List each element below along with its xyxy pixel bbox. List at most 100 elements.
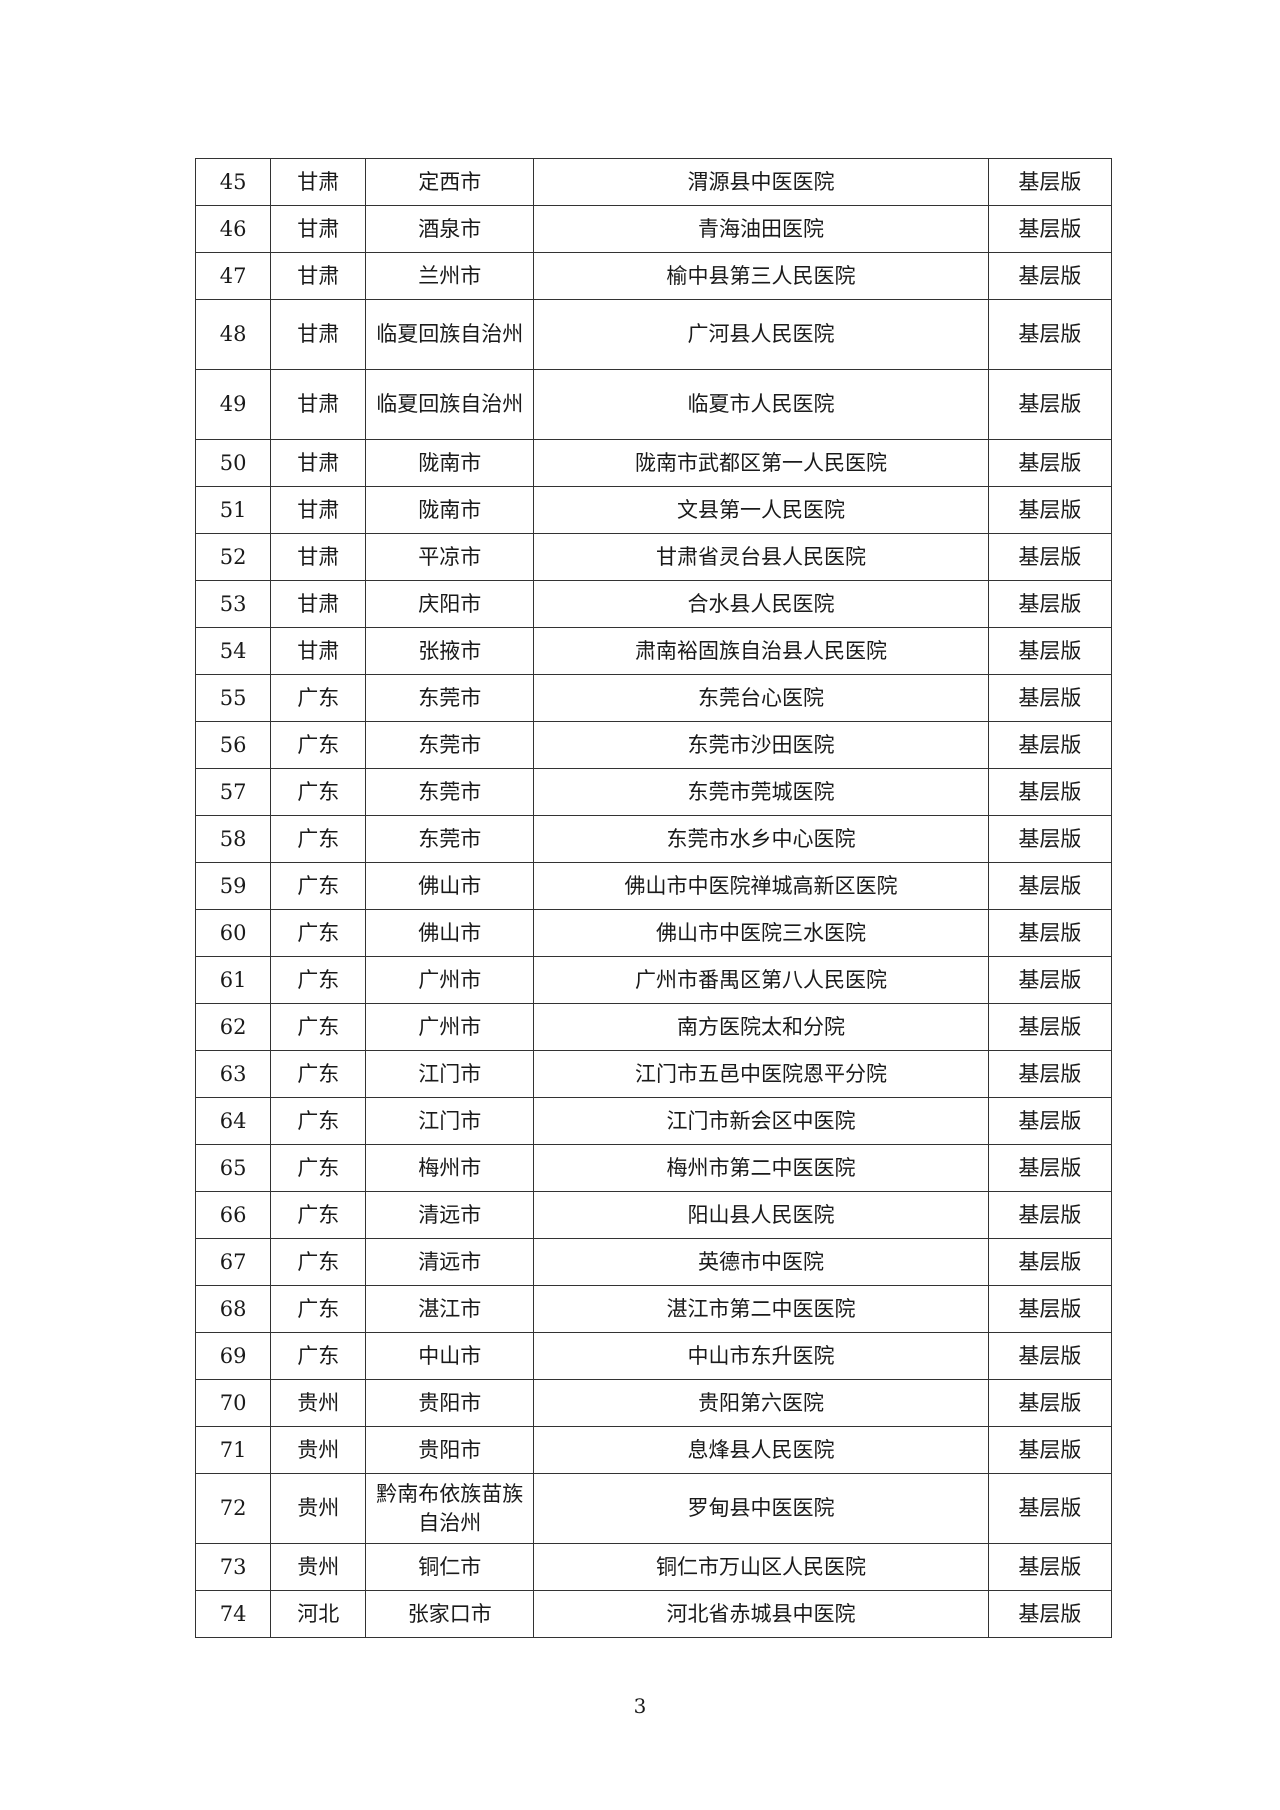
province-cell: 贵州 — [270, 1473, 367, 1544]
row-number-cell: 63 — [194, 1050, 272, 1098]
hospital-name-cell: 罗甸县中医医院 — [533, 1473, 989, 1544]
city-cell: 东莞市 — [365, 815, 535, 863]
hospital-name-cell: 合水县人民医院 — [533, 580, 989, 628]
version-cell: 基层版 — [987, 1097, 1113, 1145]
city-cell: 东莞市 — [365, 768, 535, 816]
row-number-cell: 66 — [194, 1191, 272, 1239]
version-cell: 基层版 — [987, 1543, 1113, 1591]
version-cell: 基层版 — [987, 627, 1113, 675]
province-cell: 贵州 — [270, 1543, 367, 1591]
hospital-name-cell: 榆中县第三人民医院 — [533, 252, 989, 300]
table-row: 51 甘肃 陇南市 文县第一人民医院 基层版 — [194, 486, 1113, 534]
city-cell: 张家口市 — [365, 1590, 535, 1638]
province-cell: 广东 — [270, 815, 367, 863]
row-number-cell: 62 — [194, 1003, 272, 1051]
hospital-name-cell: 陇南市武都区第一人民医院 — [533, 439, 989, 487]
table-row: 61 广东 广州市 广州市番禺区第八人民医院 基层版 — [194, 956, 1113, 1004]
version-cell: 基层版 — [987, 533, 1113, 581]
row-number-cell: 48 — [194, 299, 272, 370]
version-cell: 基层版 — [987, 299, 1113, 370]
province-cell: 广东 — [270, 1050, 367, 1098]
province-cell: 甘肃 — [270, 533, 367, 581]
table-row: 65 广东 梅州市 梅州市第二中医医院 基层版 — [194, 1144, 1113, 1192]
province-cell: 甘肃 — [270, 439, 367, 487]
province-cell: 广东 — [270, 956, 367, 1004]
hospital-name-cell: 贵阳第六医院 — [533, 1379, 989, 1427]
row-number-cell: 58 — [194, 815, 272, 863]
version-cell: 基层版 — [987, 252, 1113, 300]
city-cell: 铜仁市 — [365, 1543, 535, 1591]
version-cell: 基层版 — [987, 205, 1113, 253]
city-cell: 黔南布依族苗族自治州 — [365, 1473, 535, 1544]
row-number-cell: 57 — [194, 768, 272, 816]
table-row: 67 广东 清远市 英德市中医院 基层版 — [194, 1238, 1113, 1286]
table-row: 55 广东 东莞市 东莞台心医院 基层版 — [194, 674, 1113, 722]
table-row: 58 广东 东莞市 东莞市水乡中心医院 基层版 — [194, 815, 1113, 863]
hospital-table: 45 甘肃 定西市 渭源县中医医院 基层版 46 甘肃 酒泉市 青海油田医院 基层版 47 甘肃 兰州市… — [194, 158, 1113, 1638]
province-cell: 广东 — [270, 1238, 367, 1286]
version-cell: 基层版 — [987, 1590, 1113, 1638]
province-cell: 甘肃 — [270, 158, 367, 206]
version-cell: 基层版 — [987, 486, 1113, 534]
version-cell: 基层版 — [987, 1050, 1113, 1098]
table-row: 73 贵州 铜仁市 铜仁市万山区人民医院 基层版 — [194, 1543, 1113, 1591]
version-cell: 基层版 — [987, 439, 1113, 487]
province-cell: 甘肃 — [270, 580, 367, 628]
hospital-name-cell: 佛山市中医院三水医院 — [533, 909, 989, 957]
table-row: 68 广东 湛江市 湛江市第二中医医院 基层版 — [194, 1285, 1113, 1333]
city-cell: 贵阳市 — [365, 1426, 535, 1474]
city-cell: 临夏回族自治州 — [365, 299, 535, 370]
version-cell: 基层版 — [987, 862, 1113, 910]
row-number-cell: 49 — [194, 369, 272, 440]
city-cell: 陇南市 — [365, 439, 535, 487]
province-cell: 甘肃 — [270, 205, 367, 253]
city-cell: 酒泉市 — [365, 205, 535, 253]
version-cell: 基层版 — [987, 1379, 1113, 1427]
table-row: 70 贵州 贵阳市 贵阳第六医院 基层版 — [194, 1379, 1113, 1427]
row-number-cell: 50 — [194, 439, 272, 487]
city-cell: 清远市 — [365, 1191, 535, 1239]
city-cell: 临夏回族自治州 — [365, 369, 535, 440]
province-cell: 贵州 — [270, 1426, 367, 1474]
hospital-name-cell: 江门市五邑中医院恩平分院 — [533, 1050, 989, 1098]
hospital-name-cell: 东莞台心医院 — [533, 674, 989, 722]
version-cell: 基层版 — [987, 909, 1113, 957]
row-number-cell: 55 — [194, 674, 272, 722]
table-row: 74 河北 张家口市 河北省赤城县中医院 基层版 — [194, 1590, 1113, 1638]
city-cell: 陇南市 — [365, 486, 535, 534]
hospital-name-cell: 东莞市沙田医院 — [533, 721, 989, 769]
row-number-cell: 74 — [194, 1590, 272, 1638]
row-number-cell: 69 — [194, 1332, 272, 1380]
city-cell: 江门市 — [365, 1097, 535, 1145]
city-cell: 东莞市 — [365, 721, 535, 769]
city-cell: 中山市 — [365, 1332, 535, 1380]
hospital-name-cell: 肃南裕固族自治县人民医院 — [533, 627, 989, 675]
row-number-cell: 72 — [194, 1473, 272, 1544]
table-row: 50 甘肃 陇南市 陇南市武都区第一人民医院 基层版 — [194, 439, 1113, 487]
table-row: 54 甘肃 张掖市 肃南裕固族自治县人民医院 基层版 — [194, 627, 1113, 675]
table-row: 64 广东 江门市 江门市新会区中医院 基层版 — [194, 1097, 1113, 1145]
hospital-name-cell: 东莞市水乡中心医院 — [533, 815, 989, 863]
province-cell: 甘肃 — [270, 252, 367, 300]
row-number-cell: 54 — [194, 627, 272, 675]
version-cell: 基层版 — [987, 369, 1113, 440]
version-cell: 基层版 — [987, 674, 1113, 722]
version-cell: 基层版 — [987, 1191, 1113, 1239]
row-number-cell: 45 — [194, 158, 272, 206]
version-cell: 基层版 — [987, 1332, 1113, 1380]
province-cell: 甘肃 — [270, 627, 367, 675]
table-row: 69 广东 中山市 中山市东升医院 基层版 — [194, 1332, 1113, 1380]
table-row: 53 甘肃 庆阳市 合水县人民医院 基层版 — [194, 580, 1113, 628]
version-cell: 基层版 — [987, 1238, 1113, 1286]
city-cell: 兰州市 — [365, 252, 535, 300]
table-row: 45 甘肃 定西市 渭源县中医医院 基层版 — [194, 158, 1113, 206]
row-number-cell: 71 — [194, 1426, 272, 1474]
province-cell: 广东 — [270, 909, 367, 957]
table-row: 56 广东 东莞市 东莞市沙田医院 基层版 — [194, 721, 1113, 769]
row-number-cell: 47 — [194, 252, 272, 300]
hospital-name-cell: 英德市中医院 — [533, 1238, 989, 1286]
version-cell: 基层版 — [987, 815, 1113, 863]
hospital-name-cell: 中山市东升医院 — [533, 1332, 989, 1380]
hospital-name-cell: 河北省赤城县中医院 — [533, 1590, 989, 1638]
version-cell: 基层版 — [987, 1473, 1113, 1544]
